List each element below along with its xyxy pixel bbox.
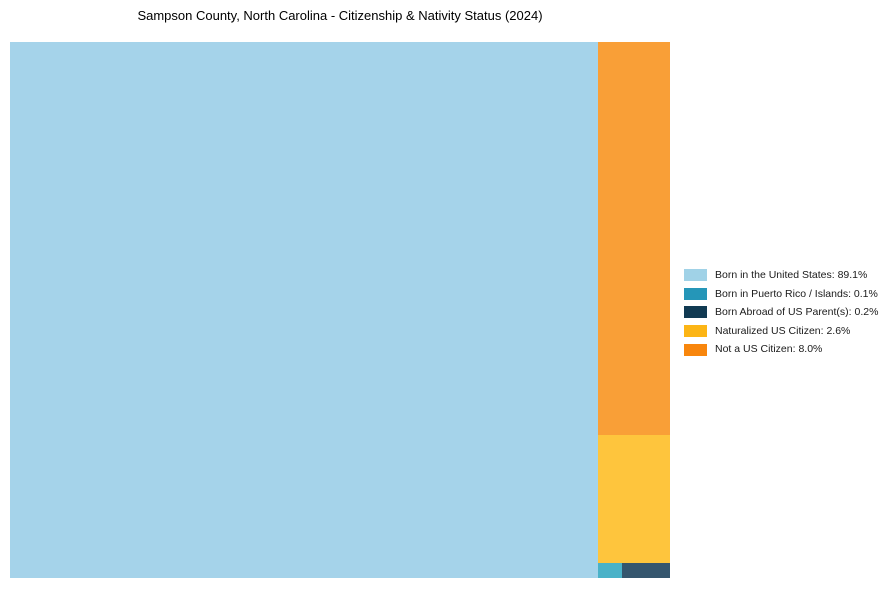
legend-label: Not a US Citizen: 8.0%	[715, 343, 823, 356]
legend-label: Naturalized US Citizen: 2.6%	[715, 324, 851, 337]
treemap-block-not-citizen	[598, 42, 670, 436]
legend-item: Naturalized US Citizen: 2.6%	[684, 322, 878, 341]
legend-swatch	[684, 269, 707, 282]
legend-swatch	[684, 287, 707, 300]
treemap-block-naturalized	[598, 435, 670, 564]
treemap-block-born-pr	[598, 563, 623, 578]
legend-swatch	[684, 325, 707, 338]
treemap	[10, 42, 670, 578]
legend-label: Born Abroad of US Parent(s): 0.2%	[715, 306, 879, 319]
legend-item: Born in the United States: 89.1%	[684, 266, 878, 285]
legend: Born in the United States: 89.1% Born in…	[684, 266, 878, 359]
legend-swatch	[684, 343, 707, 356]
legend-item: Born in Puerto Rico / Islands: 0.1%	[684, 285, 878, 304]
legend-item: Born Abroad of US Parent(s): 0.2%	[684, 303, 878, 322]
legend-label: Born in the United States: 89.1%	[715, 269, 868, 282]
legend-item: Not a US Citizen: 8.0%	[684, 340, 878, 359]
treemap-block-born-abroad	[622, 563, 670, 578]
chart-title: Sampson County, North Carolina - Citizen…	[137, 8, 543, 23]
legend-label: Born in Puerto Rico / Islands: 0.1%	[715, 287, 878, 300]
treemap-block-born-us	[10, 42, 599, 578]
legend-swatch	[684, 306, 707, 319]
